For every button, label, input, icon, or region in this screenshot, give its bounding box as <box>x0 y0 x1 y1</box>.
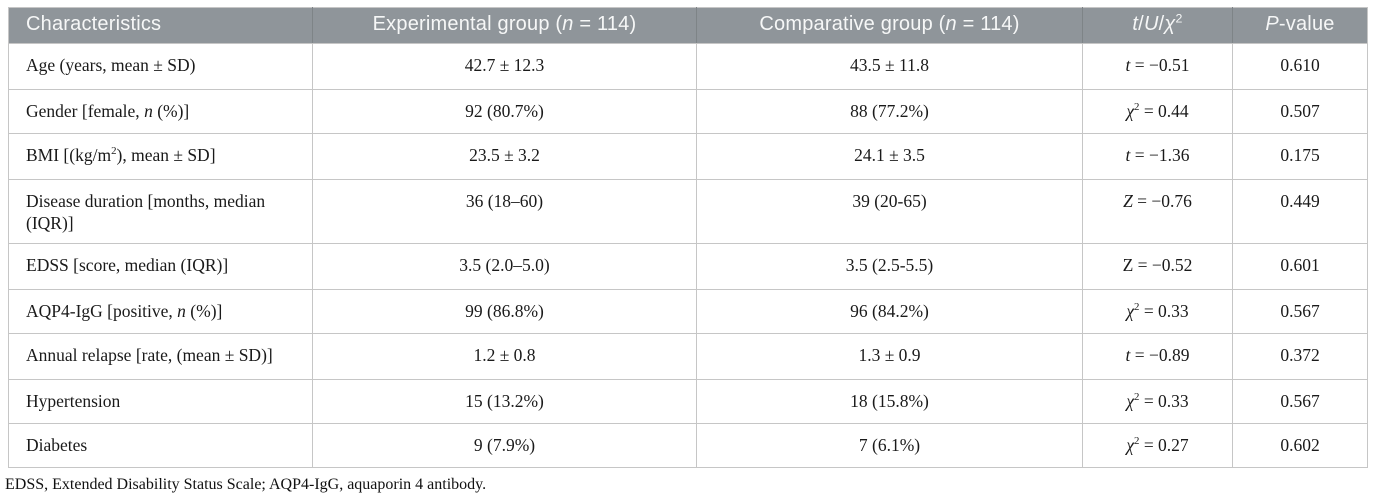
column-header-comparative-group: Comparative group (n = 114) <box>696 7 1083 44</box>
column-header-p-value: P-value <box>1232 7 1368 44</box>
row-label: Disease duration [months, median (IQR)] <box>8 179 313 244</box>
cell-p-value: 0.567 <box>1232 289 1368 334</box>
cell-comparative: 18 (15.8%) <box>696 379 1083 424</box>
column-header-characteristics: Characteristics <box>8 7 313 44</box>
table-row-diabetes: Diabetes 9 (7.9%) 7 (6.1%) χ2 = 0.27 0.6… <box>8 423 1368 468</box>
row-label: Diabetes <box>8 423 313 468</box>
cell-experimental: 9 (7.9%) <box>312 423 697 468</box>
table-body: Age (years, mean ± SD) 42.7 ± 12.3 43.5 … <box>8 43 1368 468</box>
table-row-edss: EDSS [score, median (IQR)] 3.5 (2.0–5.0)… <box>8 243 1368 290</box>
cell-experimental: 36 (18–60) <box>312 179 697 244</box>
cell-statistic: χ2 = 0.33 <box>1082 379 1233 424</box>
cell-statistic: Z = −0.76 <box>1082 179 1233 244</box>
table-row-annual-relapse: Annual relapse [rate, (mean ± SD)] 1.2 ±… <box>8 333 1368 380</box>
cell-comparative: 39 (20-65) <box>696 179 1083 244</box>
table-row-hypertension: Hypertension 15 (13.2%) 18 (15.8%) χ2 = … <box>8 379 1368 424</box>
cell-comparative: 96 (84.2%) <box>696 289 1083 334</box>
cell-comparative: 43.5 ± 11.8 <box>696 43 1083 90</box>
cell-p-value: 0.601 <box>1232 243 1368 290</box>
table-footnote: EDSS, Extended Disability Status Scale; … <box>5 476 487 493</box>
baseline-characteristics-table: Characteristics Experimental group (n = … <box>8 7 1368 468</box>
cell-p-value: 0.610 <box>1232 43 1368 90</box>
cell-statistic: t = −1.36 <box>1082 133 1233 180</box>
cell-comparative: 88 (77.2%) <box>696 89 1083 134</box>
table-row-age: Age (years, mean ± SD) 42.7 ± 12.3 43.5 … <box>8 43 1368 90</box>
cell-experimental: 92 (80.7%) <box>312 89 697 134</box>
cell-statistic: χ2 = 0.27 <box>1082 423 1233 468</box>
cell-experimental: 3.5 (2.0–5.0) <box>312 243 697 290</box>
cell-comparative: 24.1 ± 3.5 <box>696 133 1083 180</box>
row-label: AQP4-IgG [positive, n (%)] <box>8 289 313 334</box>
row-label: Gender [female, n (%)] <box>8 89 313 134</box>
cell-statistic: Z = −0.52 <box>1082 243 1233 290</box>
column-header-statistic: t/U/χ2 <box>1082 7 1233 44</box>
row-label: BMI [(kg/m2), mean ± SD] <box>8 133 313 180</box>
cell-p-value: 0.449 <box>1232 179 1368 244</box>
table-row-bmi: BMI [(kg/m2), mean ± SD] 23.5 ± 3.2 24.1… <box>8 133 1368 180</box>
cell-comparative: 7 (6.1%) <box>696 423 1083 468</box>
cell-experimental: 42.7 ± 12.3 <box>312 43 697 90</box>
row-label: Annual relapse [rate, (mean ± SD)] <box>8 333 313 380</box>
column-header-experimental-group: Experimental group (n = 114) <box>312 7 697 44</box>
cell-statistic: t = −0.89 <box>1082 333 1233 380</box>
row-label: Age (years, mean ± SD) <box>8 43 313 90</box>
row-label: Hypertension <box>8 379 313 424</box>
cell-experimental: 23.5 ± 3.2 <box>312 133 697 180</box>
row-label: EDSS [score, median (IQR)] <box>8 243 313 290</box>
cell-comparative: 1.3 ± 0.9 <box>696 333 1083 380</box>
table-row-disease-duration: Disease duration [months, median (IQR)] … <box>8 179 1368 244</box>
table-header: Characteristics Experimental group (n = … <box>8 7 1368 44</box>
cell-statistic: t = −0.51 <box>1082 43 1233 90</box>
cell-comparative: 3.5 (2.5-5.5) <box>696 243 1083 290</box>
cell-statistic: χ2 = 0.44 <box>1082 89 1233 134</box>
cell-p-value: 0.507 <box>1232 89 1368 134</box>
cell-experimental: 1.2 ± 0.8 <box>312 333 697 380</box>
header-row: Characteristics Experimental group (n = … <box>8 7 1368 44</box>
cell-p-value: 0.567 <box>1232 379 1368 424</box>
cell-p-value: 0.602 <box>1232 423 1368 468</box>
cell-experimental: 99 (86.8%) <box>312 289 697 334</box>
table-row-aqp4-igg: AQP4-IgG [positive, n (%)] 99 (86.8%) 96… <box>8 289 1368 334</box>
cell-experimental: 15 (13.2%) <box>312 379 697 424</box>
cell-statistic: χ2 = 0.33 <box>1082 289 1233 334</box>
table-row-gender: Gender [female, n (%)] 92 (80.7%) 88 (77… <box>8 89 1368 134</box>
cell-p-value: 0.372 <box>1232 333 1368 380</box>
cell-p-value: 0.175 <box>1232 133 1368 180</box>
